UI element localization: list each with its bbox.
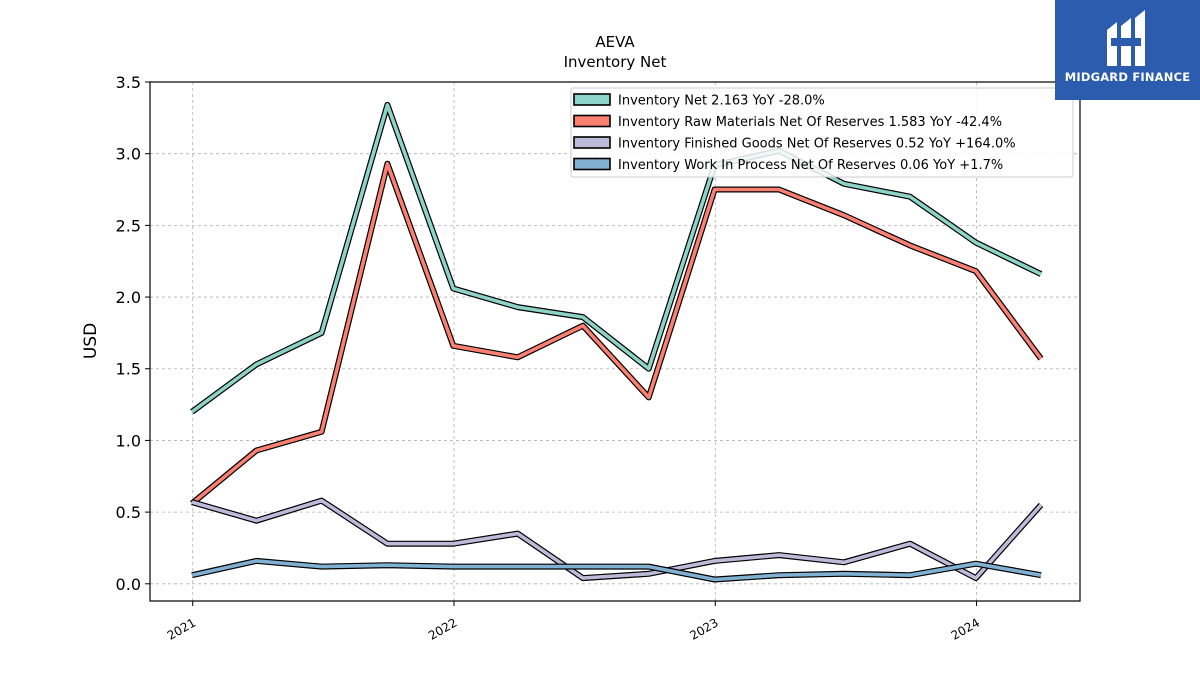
series-line-inventory-net: [190, 103, 1042, 414]
legend-label: Inventory Work In Process Net Of Reserve…: [618, 158, 1003, 173]
series-line-inventory-work-in-process-net-of-reserves: [191, 559, 1042, 582]
series-line-inventory-finished-goods-net-of-reserves: [191, 498, 1043, 580]
legend-label: Inventory Raw Materials Net Of Reserves …: [618, 115, 1002, 130]
y-tick-label: 2.0: [116, 288, 141, 307]
legend-swatch: [573, 114, 611, 128]
x-tick-label: 2022: [426, 615, 459, 642]
y-tick-label: 0.5: [116, 503, 141, 522]
legend: Inventory Net 2.163 YoY -28.0% Inventory …: [570, 87, 1074, 178]
y-axis-ticks: 0.0 0.5 1.0 1.5 2.0 2.5 3.0 3.5: [116, 73, 150, 594]
legend-box: [570, 87, 1074, 178]
plot-frame: [149, 81, 1081, 602]
y-tick-label: 2.5: [116, 216, 141, 235]
x-tick-label: 2024: [949, 615, 982, 642]
series-lines: [190, 101, 1044, 583]
y-tick-label: 3.0: [116, 145, 141, 164]
chart-title: AEVA: [595, 33, 635, 51]
y-tick-label: 0.0: [116, 575, 141, 594]
legend-label: Inventory Finished Goods Net Of Reserves…: [618, 137, 1016, 152]
midgard-finance-logo: MIDGARD FINANCE: [1055, 0, 1200, 100]
legend-swatch: [573, 93, 611, 106]
y-tick-label: 1.0: [116, 431, 141, 450]
midgard-logo-icon: [1107, 10, 1145, 66]
x-tick-label: 2023: [687, 615, 720, 642]
x-axis-ticks: 2021 2022 2023 2024: [165, 601, 982, 643]
chart-subtitle: Inventory Net: [564, 53, 667, 71]
y-tick-label: 3.5: [116, 73, 141, 92]
legend-swatch: [573, 136, 611, 149]
y-tick-label: 1.5: [116, 360, 141, 379]
logo-text: MIDGARD FINANCE: [1064, 70, 1191, 84]
series-line-inventory-raw-materials-net-of-reserves: [190, 161, 1043, 505]
legend-swatch: [573, 157, 611, 171]
legend-label: Inventory Net 2.163 YoY -28.0%: [618, 94, 825, 109]
y-axis-label: USD: [81, 323, 101, 359]
x-tick-label: 2021: [165, 615, 198, 642]
